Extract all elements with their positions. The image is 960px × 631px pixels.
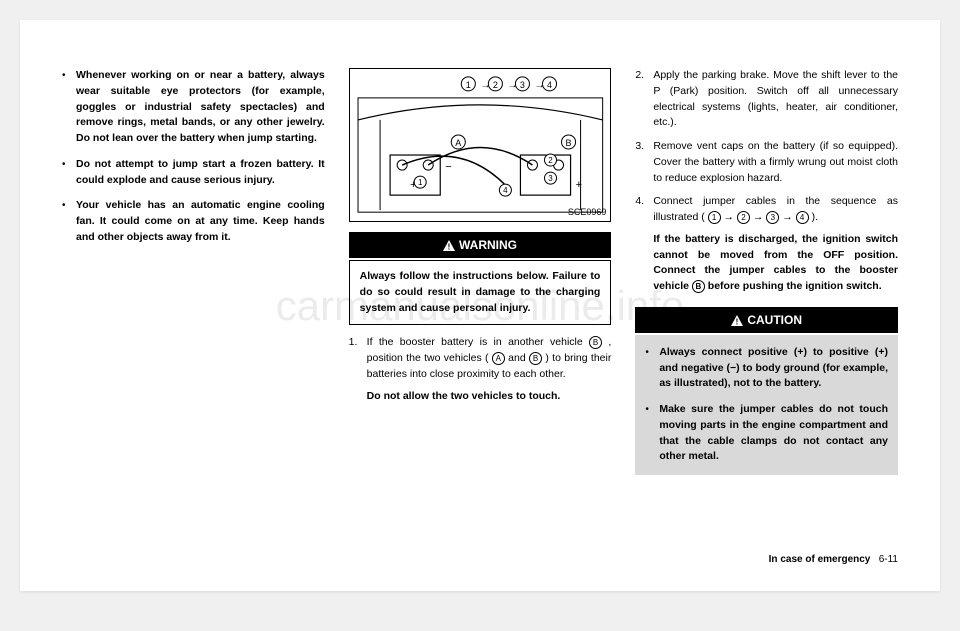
column-2: − + + 1 → 2 → 3 → 4 A B 1 2 (349, 68, 612, 548)
bullet-text: Do not attempt to jump start a frozen ba… (76, 157, 325, 189)
text-span: If the booster battery is in another veh… (367, 336, 589, 348)
step-text: If the booster battery is in another veh… (367, 335, 612, 408)
step-bold-note: If the battery is discharged, the igniti… (653, 232, 898, 295)
circled-seq: 2 (737, 211, 750, 224)
caution-header: ! CAUTION (635, 307, 898, 333)
warning-triangle-icon: ! (443, 240, 455, 251)
step-text: Apply the parking brake. Move the shift … (653, 68, 898, 131)
bullet-dot-icon (645, 345, 659, 392)
step-4: 4. Connect jumper cables in the sequence… (635, 194, 898, 299)
bullet-item: Make sure the jumper cables do not touch… (645, 402, 888, 465)
bullet-item: Whenever working on or near a battery, a… (62, 68, 325, 147)
step-number: 2. (635, 68, 653, 131)
bullet-dot-icon (645, 402, 659, 465)
svg-text:3: 3 (520, 80, 525, 90)
step-text: Remove vent caps on the battery (if so e… (653, 139, 898, 186)
circled-seq: 1 (708, 211, 721, 224)
step-number: 1. (349, 335, 367, 408)
circled-label-a: A (492, 352, 505, 365)
svg-text:1: 1 (418, 178, 423, 187)
circled-label-b: B (589, 336, 602, 349)
svg-text:4: 4 (547, 80, 552, 90)
step-number: 4. (635, 194, 653, 299)
bullet-text: Make sure the jumper cables do not touch… (659, 402, 888, 465)
manual-page: carmanualsonline.info Whenever working o… (20, 20, 940, 591)
circled-seq: 3 (766, 211, 779, 224)
svg-text:A: A (455, 138, 461, 148)
bullet-text: Whenever working on or near a battery, a… (76, 68, 325, 147)
bullet-text: Your vehicle has an automatic engine coo… (76, 198, 325, 245)
svg-text:!: ! (736, 318, 739, 327)
bullet-dot-icon (62, 68, 76, 147)
jumper-cable-diagram: − + + 1 → 2 → 3 → 4 A B 1 2 (349, 68, 612, 222)
figure-label: SCE0969 (568, 206, 607, 220)
svg-text:3: 3 (548, 174, 553, 183)
warning-header: ! WARNING (349, 232, 612, 258)
bullet-item: Your vehicle has an automatic engine coo… (62, 198, 325, 245)
bullet-dot-icon (62, 157, 76, 189)
text-span: ). (809, 211, 818, 223)
circled-seq: 4 (796, 211, 809, 224)
caution-title: CAUTION (747, 313, 802, 327)
svg-text:4: 4 (503, 186, 508, 195)
caution-box: Always connect positive (+) to positive … (635, 335, 898, 475)
warning-title: WARNING (459, 238, 517, 252)
svg-text:2: 2 (493, 80, 498, 90)
warning-box: Always follow the instructions below. Fa… (349, 260, 612, 325)
caution-triangle-icon: ! (731, 315, 743, 326)
bullet-item: Always connect positive (+) to positive … (645, 345, 888, 392)
text-span: before pushing the ignition switch. (705, 280, 882, 292)
page-footer: In case of emergency 6-11 (769, 554, 898, 565)
diagram-svg: − + + 1 → 2 → 3 → 4 A B 1 2 (350, 69, 611, 221)
svg-text:−: − (445, 161, 451, 173)
step-text: Connect jumper cables in the sequence as… (653, 194, 898, 299)
circled-label-b: B (529, 352, 542, 365)
step-number: 3. (635, 139, 653, 186)
column-1: Whenever working on or near a battery, a… (62, 68, 325, 548)
svg-text:!: ! (448, 243, 451, 252)
footer-page-number: 6-11 (879, 554, 898, 565)
step-1: 1. If the booster battery is in another … (349, 335, 612, 408)
svg-text:2: 2 (548, 156, 553, 165)
text-span: and (505, 352, 529, 364)
step-bold-note: Do not allow the two vehicles to touch. (367, 389, 612, 405)
footer-section: In case of emergency (769, 554, 871, 565)
svg-text:B: B (565, 138, 571, 148)
content-columns: Whenever working on or near a battery, a… (20, 20, 940, 568)
column-3: 2. Apply the parking brake. Move the shi… (635, 68, 898, 548)
bullet-text: Always connect positive (+) to positive … (659, 345, 888, 392)
step-3: 3. Remove vent caps on the battery (if s… (635, 139, 898, 186)
svg-text:+: + (575, 179, 581, 191)
circled-label-b: B (692, 280, 705, 293)
bullet-dot-icon (62, 198, 76, 245)
step-2: 2. Apply the parking brake. Move the shi… (635, 68, 898, 131)
svg-text:1: 1 (465, 80, 470, 90)
bullet-item: Do not attempt to jump start a frozen ba… (62, 157, 325, 189)
